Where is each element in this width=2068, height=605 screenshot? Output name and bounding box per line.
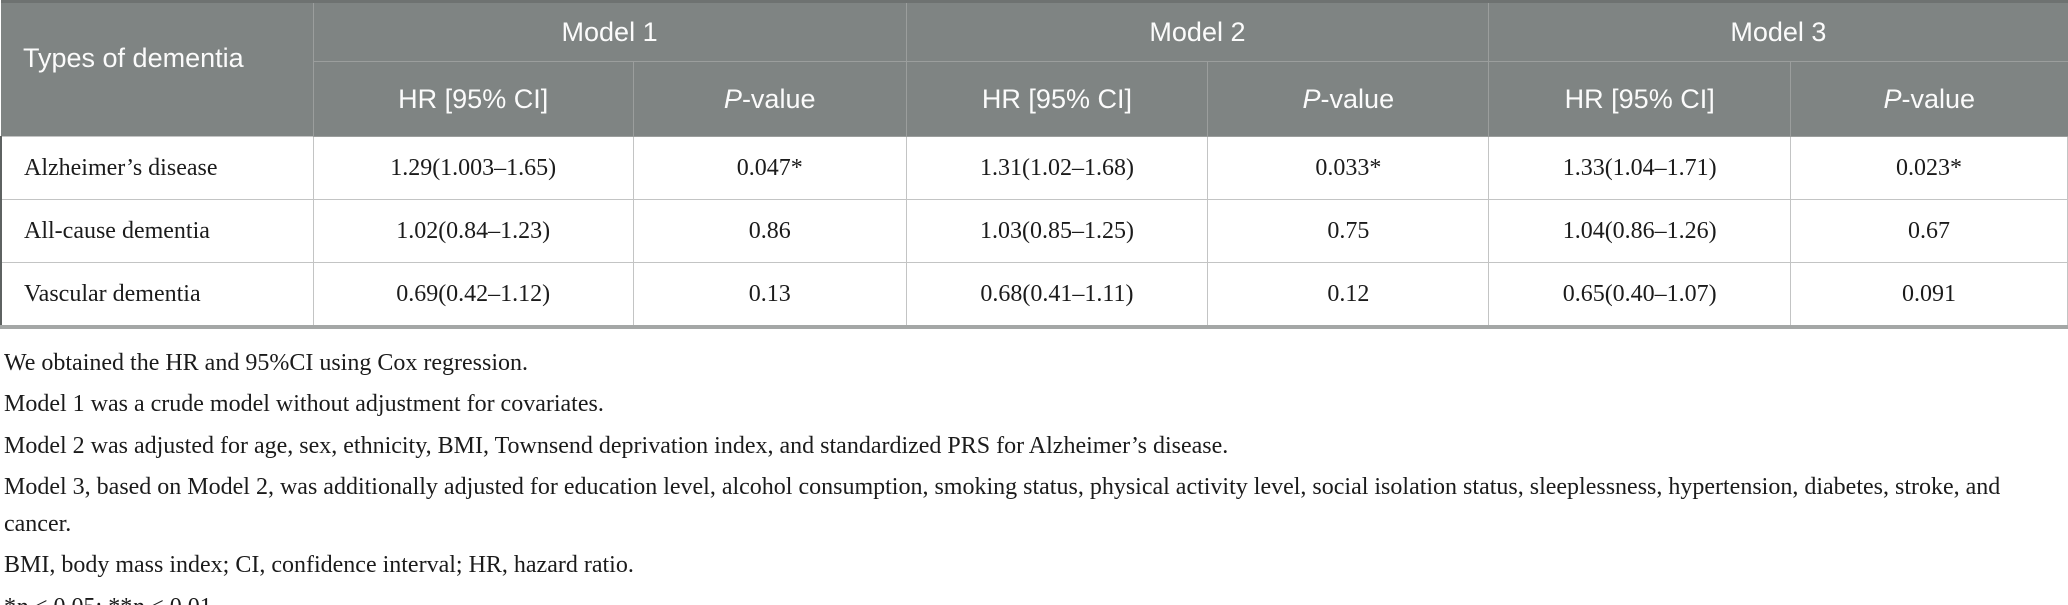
table-footnotes: We obtained the HR and 95%CI using Cox r…	[0, 329, 2068, 605]
cell-m1-hr: 1.29(1.003–1.65)	[312, 136, 634, 200]
group-header-row: Types of dementia Model 1 Model 2 Model …	[1, 1, 2068, 137]
cell-m2-pvalue: 0.12	[1207, 262, 1490, 329]
cell-m1-pvalue: 0.047*	[632, 136, 907, 200]
cell-m1-hr: 1.02(0.84–1.23)	[312, 199, 634, 263]
row-label: Alzheimer’s disease	[0, 136, 314, 200]
group-header-model-1: Model 1	[312, 1, 907, 62]
footnote-model-2: Model 2 was adjusted for age, sex, ethni…	[4, 432, 1229, 459]
sig-end: < 0.01.	[144, 594, 218, 605]
cell-m2-hr: 1.03(0.85–1.25)	[905, 199, 1209, 263]
p-suffix: -value	[741, 83, 816, 114]
sig-mid: < 0.05; **	[28, 594, 132, 605]
cell-m3-pvalue: 0.023*	[1790, 136, 2068, 200]
corner-header-types-of-dementia: Types of dementia	[1, 1, 314, 137]
cell-m3-pvalue: 0.67	[1790, 199, 2068, 263]
sub-header-hr-model-1: HR [95% CI]	[312, 61, 634, 137]
sub-header-pvalue-model-3: P-value	[1790, 61, 2068, 137]
footnote-model-3: Model 3, based on Model 2, was additiona…	[4, 474, 2001, 537]
footnote-abbreviations: BMI, body mass index; CI, confidence int…	[4, 552, 634, 579]
group-header-model-2: Model 2	[905, 1, 1490, 62]
dementia-hr-table: Types of dementia Model 1 Model 2 Model …	[0, 0, 2068, 329]
p-italic: P	[1883, 83, 1902, 114]
cell-m3-hr: 1.33(1.04–1.71)	[1488, 136, 1792, 200]
row-label: All-cause dementia	[0, 199, 314, 263]
cell-m2-hr: 1.31(1.02–1.68)	[905, 136, 1209, 200]
cell-m3-hr: 0.65(0.40–1.07)	[1488, 262, 1792, 329]
table-row-alzheimers-disease: Alzheimer’s disease 1.29(1.003–1.65) 0.0…	[0, 136, 2068, 200]
footnote-model-1: Model 1 was a crude model without adjust…	[4, 391, 604, 418]
cell-m2-pvalue: 0.75	[1207, 199, 1490, 263]
p-suffix: -value	[1901, 83, 1976, 114]
table-body: Alzheimer’s disease 1.29(1.003–1.65) 0.0…	[0, 136, 2068, 329]
cell-m1-pvalue: 0.13	[632, 262, 907, 329]
sub-header-row: HR [95% CI] P-value HR [95% CI] P-value …	[1, 61, 2068, 137]
table-header: Types of dementia Model 1 Model 2 Model …	[1, 1, 2068, 137]
sub-header-pvalue-model-1: P-value	[632, 61, 907, 137]
cell-m3-pvalue: 0.091	[1790, 262, 2068, 329]
cell-m1-hr: 0.69(0.42–1.12)	[312, 262, 634, 329]
table-row-vascular-dementia: Vascular dementia 0.69(0.42–1.12) 0.13 0…	[0, 262, 2068, 329]
p-italic: P	[1302, 83, 1321, 114]
group-header-model-3: Model 3	[1488, 1, 2068, 62]
footnote-cox-regression: We obtained the HR and 95%CI using Cox r…	[4, 350, 528, 376]
sig-star: *	[4, 594, 16, 605]
sig-p1: p	[16, 594, 28, 605]
cell-m1-pvalue: 0.86	[632, 199, 907, 263]
sub-header-hr-model-2: HR [95% CI]	[905, 61, 1209, 137]
cell-m3-hr: 1.04(0.86–1.26)	[1488, 199, 1792, 263]
row-label: Vascular dementia	[0, 262, 314, 329]
sub-header-pvalue-model-2: P-value	[1207, 61, 1490, 137]
p-suffix: -value	[1320, 83, 1395, 114]
sig-p2: p	[132, 594, 144, 605]
cell-m2-pvalue: 0.033*	[1207, 136, 1490, 200]
cell-m2-hr: 0.68(0.41–1.11)	[905, 262, 1209, 329]
footnote-significance: *p < 0.05; **p < 0.01.	[4, 589, 2062, 605]
p-italic: P	[723, 83, 742, 114]
table-row-all-cause-dementia: All-cause dementia 1.02(0.84–1.23) 0.86 …	[0, 199, 2068, 263]
sub-header-hr-model-3: HR [95% CI]	[1488, 61, 1792, 137]
